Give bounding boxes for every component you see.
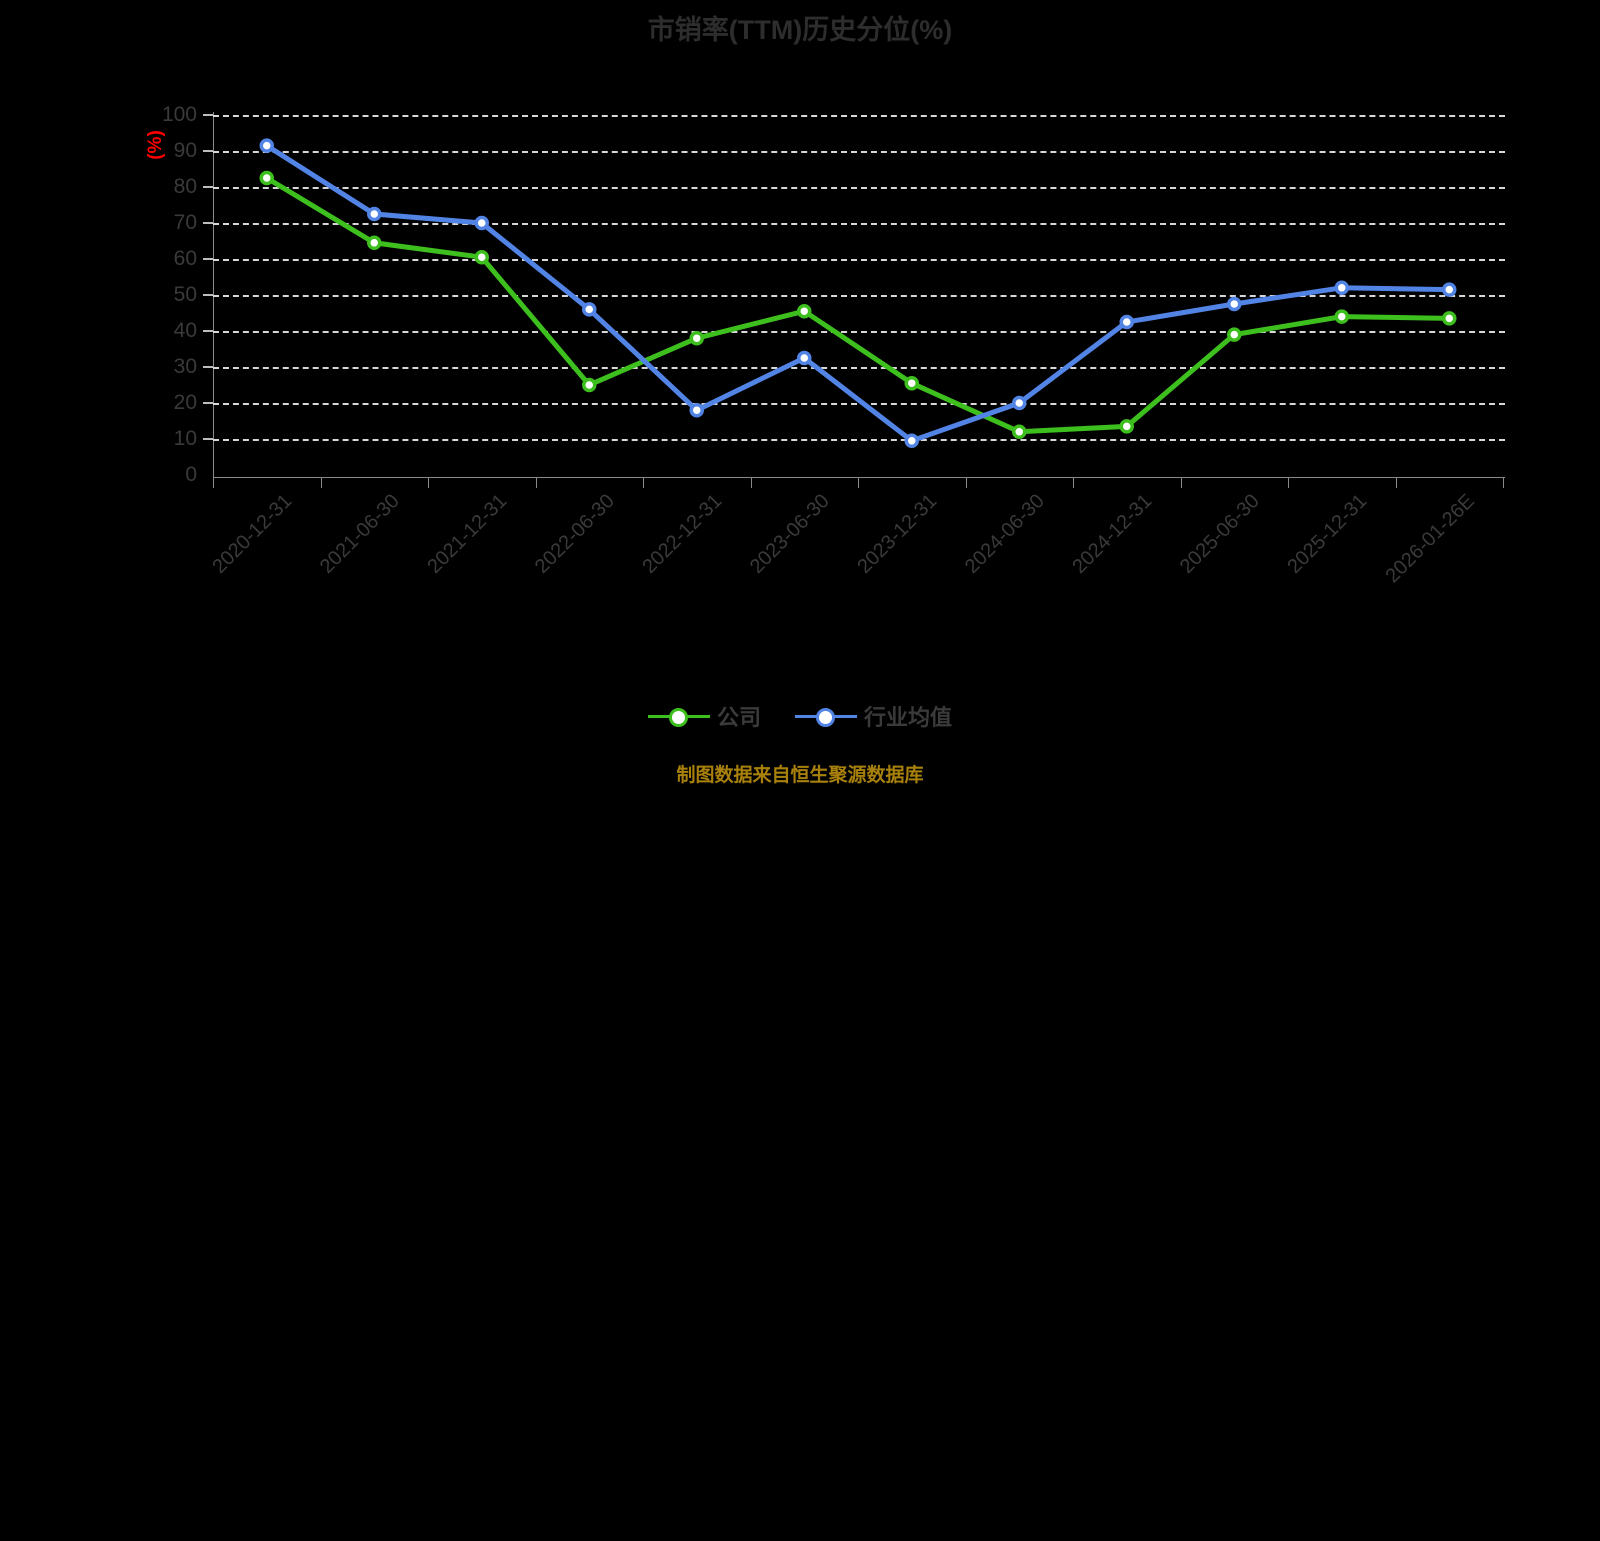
- series-line-1: [264, 143, 1452, 444]
- x-tick-mark: [1073, 477, 1074, 488]
- series-layer: [259, 138, 1457, 449]
- gridline: [213, 259, 1505, 261]
- y-tick-label: 20: [173, 391, 197, 414]
- y-tick-label: 30: [173, 355, 197, 378]
- y-tick-label: 90: [173, 139, 197, 162]
- data-point[interactable]: [1442, 311, 1457, 326]
- series-line-0: [264, 175, 1452, 435]
- gridline: [213, 151, 1505, 153]
- data-point[interactable]: [582, 302, 597, 317]
- y-tick-label: 50: [173, 283, 197, 306]
- legend-swatch-icon: [647, 704, 710, 728]
- gridline: [213, 115, 1505, 117]
- y-tick-mark: [203, 258, 213, 260]
- data-point[interactable]: [474, 215, 489, 231]
- y-tick-mark: [203, 222, 213, 224]
- y-tick-mark: [203, 330, 213, 332]
- data-point[interactable]: [1119, 419, 1134, 434]
- data-point[interactable]: [1012, 395, 1027, 411]
- data-point[interactable]: [259, 170, 274, 186]
- data-point[interactable]: [1012, 424, 1027, 440]
- data-point[interactable]: [1227, 296, 1242, 312]
- gridline: [213, 223, 1505, 225]
- data-point[interactable]: [1442, 282, 1457, 297]
- data-point[interactable]: [259, 138, 274, 153]
- y-tick-label: 0: [185, 463, 197, 486]
- gridline: [213, 187, 1505, 189]
- legend-label: 公司: [716, 705, 761, 730]
- gridline: [213, 439, 1505, 441]
- legend-item-0[interactable]: 公司: [647, 700, 761, 732]
- x-tick-mark: [858, 477, 859, 488]
- y-tick-mark: [203, 402, 213, 404]
- data-point[interactable]: [1227, 327, 1242, 342]
- data-point[interactable]: [1119, 314, 1134, 330]
- gridline: [213, 367, 1505, 369]
- y-tick-label: 100: [161, 103, 197, 126]
- y-tick-label: 70: [173, 211, 197, 234]
- y-tick-mark: [203, 186, 213, 188]
- data-point[interactable]: [797, 350, 812, 366]
- y-tick-label: 10: [173, 427, 197, 450]
- x-tick-mark: [320, 477, 322, 488]
- gridline: [213, 331, 1505, 333]
- y-tick-label: 60: [173, 247, 197, 270]
- y-tick-label: 40: [173, 319, 197, 342]
- y-tick-mark: [203, 114, 213, 116]
- data-point[interactable]: [474, 249, 489, 265]
- chart-title: 市销率(TTM)历史分位(%): [647, 15, 953, 45]
- data-point[interactable]: [689, 330, 704, 346]
- x-tick-mark: [1288, 477, 1289, 488]
- x-tick-mark: [428, 477, 429, 488]
- legend-swatch-icon: [795, 704, 857, 728]
- x-tick-mark: [213, 477, 214, 488]
- x-tick-mark: [750, 477, 752, 488]
- gridline: [213, 295, 1505, 297]
- data-point[interactable]: [582, 377, 597, 393]
- data-point[interactable]: [797, 303, 812, 319]
- x-tick-mark: [643, 477, 644, 488]
- x-axis-line: [213, 477, 1505, 478]
- legend-item-1[interactable]: 行业均值: [795, 700, 952, 732]
- data-point[interactable]: [367, 206, 382, 222]
- data-point[interactable]: [1334, 309, 1349, 324]
- source-footnote: 制图数据来自恒生聚源数据库: [676, 765, 924, 786]
- legend-marker: [668, 708, 688, 727]
- y-tick-mark: [203, 150, 213, 152]
- data-point[interactable]: [367, 235, 382, 251]
- data-point[interactable]: [1334, 280, 1349, 296]
- x-tick-mark: [965, 477, 967, 488]
- data-point[interactable]: [904, 375, 919, 391]
- legend-marker: [816, 708, 835, 727]
- x-tick-mark: [1180, 477, 1182, 488]
- x-tick-mark: [1503, 477, 1504, 488]
- y-tick-mark: [203, 294, 213, 296]
- y-tick-label: 80: [173, 175, 197, 198]
- chart-container: 市销率(TTM)历史分位(%) (%) 0 10 20 30 40 50 60 70 80 90 1…: [0, 15, 1600, 786]
- data-point[interactable]: [904, 433, 919, 449]
- x-tick-mark: [1395, 477, 1397, 488]
- y-tick-mark: [203, 366, 213, 368]
- y-tick-mark: [203, 438, 213, 440]
- chart-legend: 公司 行业均值: [0, 700, 1600, 732]
- legend-label: 行业均值: [864, 705, 953, 730]
- gridline: [213, 403, 1505, 405]
- x-tick-mark: [535, 477, 537, 488]
- data-point[interactable]: [689, 402, 704, 418]
